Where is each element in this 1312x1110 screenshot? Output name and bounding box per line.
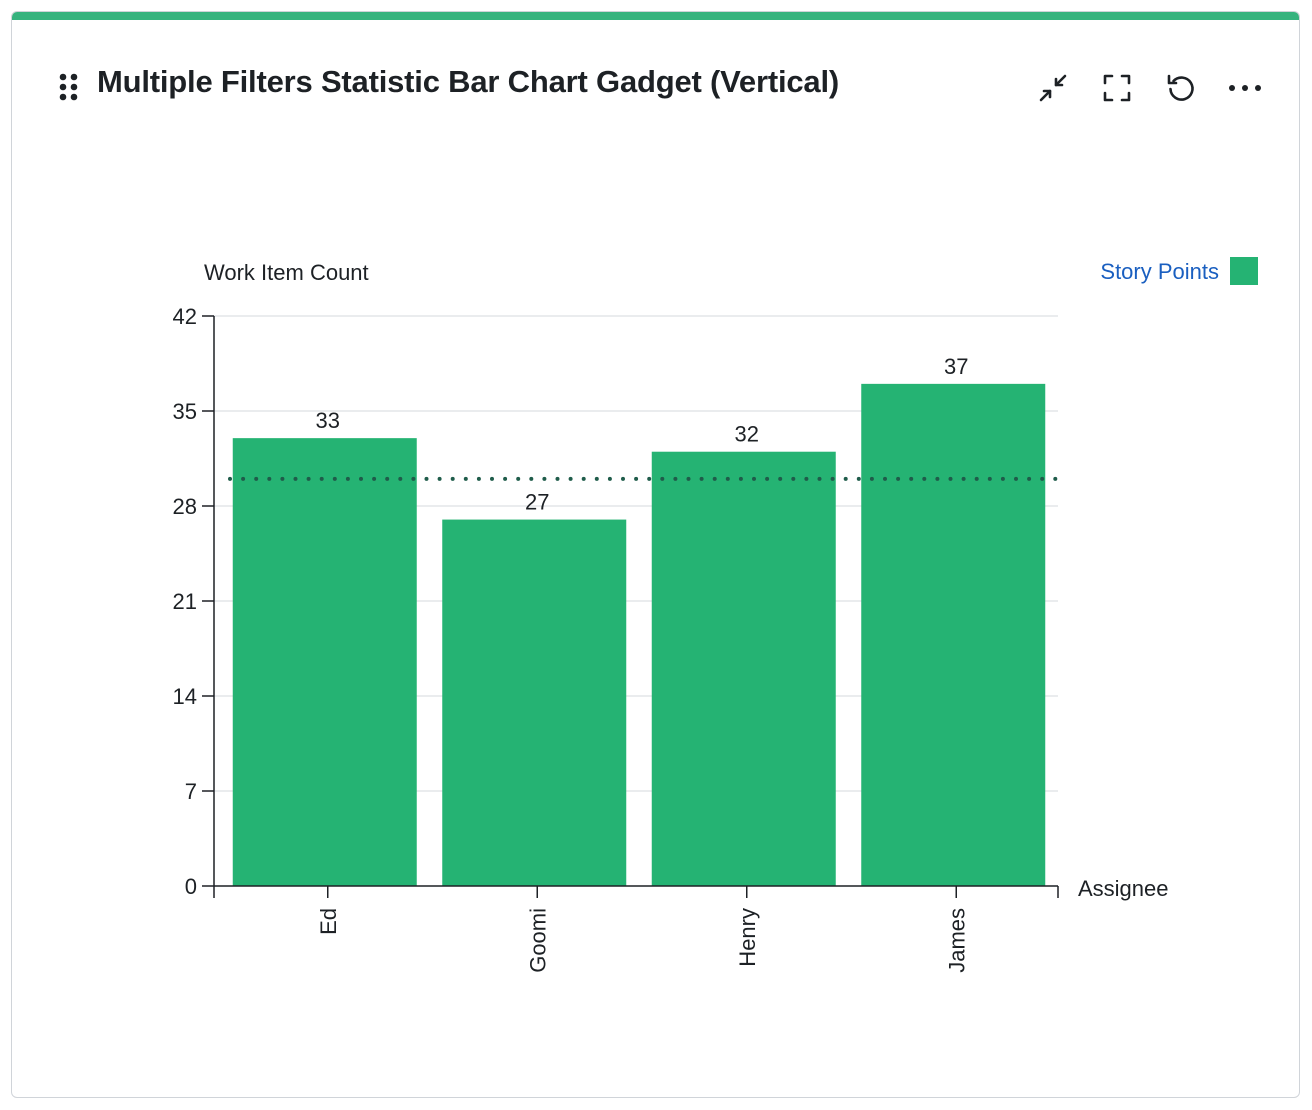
data-label: 37 [944,354,968,379]
x-tick-label: Ed [316,908,341,935]
minimize-arrows-icon [1039,74,1067,102]
refresh-button[interactable] [1159,66,1203,110]
minimize-button[interactable] [1031,66,1075,110]
y-tick-label: 28 [173,494,197,519]
fullscreen-icon [1103,74,1131,102]
gadget-card: Multiple Filters Statistic Bar Chart Gad… [11,11,1300,1098]
y-tick-label: 42 [173,304,197,329]
data-label: 27 [525,490,549,515]
legend-swatch [1230,257,1258,285]
gadget-accent-bar [12,12,1299,20]
bar-james [861,383,1046,886]
y-tick-label: 0 [185,874,197,899]
gadget-header: Multiple Filters Statistic Bar Chart Gad… [12,20,1299,140]
y-tick-label: 7 [185,779,197,804]
gadget-actions [1031,66,1267,110]
y-tick-label: 21 [173,589,197,614]
drag-handle-icon[interactable] [58,72,80,102]
x-tick-label: James [944,908,969,973]
legend-label: Story Points [1100,259,1219,284]
fullscreen-button[interactable] [1095,66,1139,110]
bar-ed [232,438,417,886]
more-horizontal-icon [1229,85,1261,91]
refresh-icon [1167,74,1194,101]
x-tick-label: Henry [735,908,760,967]
y-tick-label: 35 [173,399,197,424]
bar-henry [651,451,836,886]
x-axis-label: Assignee [1078,876,1169,901]
y-tick-label: 14 [173,684,197,709]
y-axis-label: Work Item Count [204,260,369,285]
gadget-title: Multiple Filters Statistic Bar Chart Gad… [97,64,839,99]
bar-goomi [442,519,627,886]
more-actions-button[interactable] [1223,66,1267,110]
x-tick-label: Goomi [525,908,550,973]
data-label: 32 [735,422,759,447]
data-label: 33 [316,408,340,433]
